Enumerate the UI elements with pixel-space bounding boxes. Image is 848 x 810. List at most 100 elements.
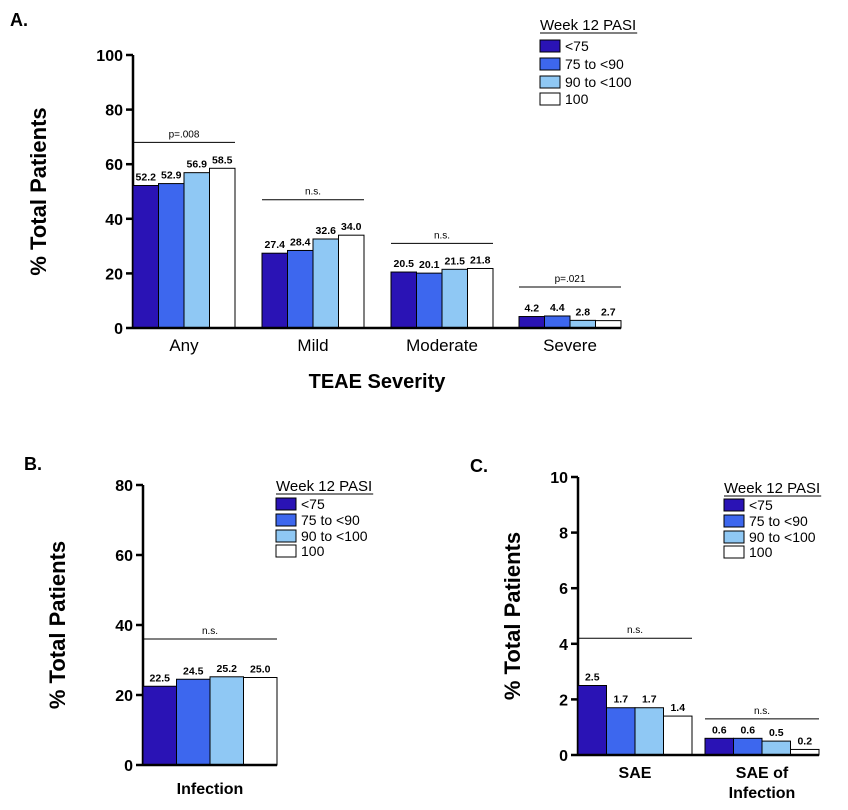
bar-value-label: 2.5 bbox=[585, 672, 600, 684]
bar bbox=[261, 252, 288, 329]
bar-value-label: 20.5 bbox=[394, 258, 415, 270]
legend-label: <75 bbox=[301, 496, 325, 512]
x-category-label-line: Severe bbox=[543, 336, 597, 355]
y-tick-label: 80 bbox=[115, 478, 133, 495]
panel-letter: A. bbox=[10, 10, 28, 30]
legend-swatch bbox=[539, 92, 561, 106]
bar-value-label: 0.2 bbox=[797, 735, 812, 747]
bar bbox=[338, 234, 365, 329]
bar bbox=[467, 267, 494, 329]
x-category-label: Mild bbox=[297, 336, 328, 355]
bar-value-label: 20.1 bbox=[419, 259, 440, 271]
x-category-label: SAE bbox=[619, 765, 652, 782]
x-category-label-line: Infection bbox=[729, 785, 796, 802]
bar-value-label: 52.9 bbox=[161, 170, 182, 182]
y-tick-label: 60 bbox=[105, 157, 123, 174]
bar-value-label: 34.0 bbox=[341, 221, 362, 233]
bar bbox=[390, 271, 417, 329]
bar-value-label: 1.7 bbox=[613, 694, 628, 706]
y-tick-label: 40 bbox=[105, 212, 123, 229]
bar bbox=[544, 315, 571, 329]
bar-value-label: 56.9 bbox=[187, 159, 208, 171]
bar-value-label: 52.2 bbox=[136, 171, 157, 183]
bar bbox=[577, 685, 607, 756]
y-axis-label: % Total Patients bbox=[45, 541, 70, 709]
legend-label: <75 bbox=[749, 497, 773, 513]
bar bbox=[761, 740, 791, 756]
bar-value-label: 28.4 bbox=[290, 236, 311, 248]
bar bbox=[142, 685, 177, 766]
legend-label: 100 bbox=[565, 91, 589, 107]
legend-label: 75 to <90 bbox=[565, 56, 624, 72]
y-tick-label: 80 bbox=[105, 103, 123, 120]
chart-panel-c: C. 0 2 4 6 8 10 % Total Patients 2.5 1.7 1.7 1.4 SAE… bbox=[470, 456, 822, 802]
legend-label: 75 to <90 bbox=[301, 512, 360, 528]
legend-label: 90 to <100 bbox=[749, 529, 816, 545]
legend-title: Week 12 PASI bbox=[724, 480, 820, 497]
x-category-label: SAE of Infection bbox=[729, 765, 796, 802]
x-category-label: Any bbox=[169, 336, 199, 355]
bar bbox=[518, 316, 545, 329]
bar bbox=[176, 678, 211, 766]
bar bbox=[416, 272, 443, 329]
legend-label: 100 bbox=[301, 543, 325, 559]
x-category-label: Moderate bbox=[406, 336, 478, 355]
chart-panel-a: A. 0 20 40 60 80 100 % Total Patients 52.2 52.9 56… bbox=[10, 10, 638, 393]
bar bbox=[634, 707, 664, 756]
significance-label: n.s. bbox=[434, 230, 450, 241]
y-tick-label: 2 bbox=[559, 692, 568, 709]
y-axis-label: % Total Patients bbox=[500, 532, 525, 700]
bar bbox=[312, 238, 339, 329]
bar-value-label: 21.8 bbox=[470, 254, 491, 266]
bar-value-label: 2.8 bbox=[575, 306, 590, 318]
legend-swatch bbox=[275, 529, 297, 543]
x-category-label: Infection bbox=[177, 781, 244, 798]
legend-swatch bbox=[723, 530, 745, 544]
legend-swatch bbox=[723, 498, 745, 512]
significance-label: n.s. bbox=[305, 187, 321, 198]
bar-value-label: 25.0 bbox=[250, 664, 271, 676]
y-tick-label: 20 bbox=[115, 688, 133, 705]
x-category-label: Severe bbox=[543, 336, 597, 355]
significance-label: p=.008 bbox=[169, 129, 200, 140]
bar-value-label: 0.6 bbox=[740, 724, 755, 736]
bar bbox=[209, 167, 236, 329]
y-tick-label: 10 bbox=[550, 470, 568, 487]
x-category-label-line: Infection bbox=[177, 781, 244, 798]
y-tick-label: 0 bbox=[124, 758, 133, 775]
bar bbox=[663, 715, 693, 756]
y-tick-label: 20 bbox=[105, 266, 123, 283]
bar-value-label: 2.7 bbox=[601, 307, 616, 319]
bar-value-label: 25.2 bbox=[217, 663, 238, 675]
bar-value-label: 24.5 bbox=[183, 665, 204, 677]
bar bbox=[287, 249, 314, 329]
bar-value-label: 32.6 bbox=[316, 225, 337, 237]
x-category-label-line: SAE bbox=[619, 765, 652, 782]
bar-value-label: 0.5 bbox=[769, 727, 784, 739]
bar bbox=[158, 183, 185, 329]
chart-panel-b: B. 0 20 40 60 80 % Total Patients 22.5 24.5 25.2 2… bbox=[24, 454, 374, 798]
legend-swatch bbox=[539, 39, 561, 53]
significance-label: p=.021 bbox=[555, 274, 586, 285]
bar bbox=[441, 268, 468, 329]
panel-letter: B. bbox=[24, 454, 42, 474]
legend-swatch bbox=[539, 75, 561, 89]
bar-value-label: 4.4 bbox=[550, 302, 565, 314]
legend-title: Week 12 PASI bbox=[540, 17, 636, 34]
x-category-label-line: Any bbox=[169, 336, 199, 355]
legend-label: 100 bbox=[749, 544, 773, 560]
legend-swatch bbox=[275, 513, 297, 527]
bar-value-label: 1.7 bbox=[642, 694, 657, 706]
bar bbox=[733, 737, 763, 756]
x-category-label-line: Mild bbox=[297, 336, 328, 355]
bar bbox=[243, 677, 278, 766]
significance-label: n.s. bbox=[627, 625, 643, 636]
panel-letter: C. bbox=[470, 456, 488, 476]
y-axis-label: % Total Patients bbox=[26, 107, 51, 275]
legend-label: 75 to <90 bbox=[749, 513, 808, 529]
bar-value-label: 4.2 bbox=[524, 303, 539, 315]
y-tick-label: 8 bbox=[559, 526, 568, 543]
legend-swatch bbox=[723, 545, 745, 559]
